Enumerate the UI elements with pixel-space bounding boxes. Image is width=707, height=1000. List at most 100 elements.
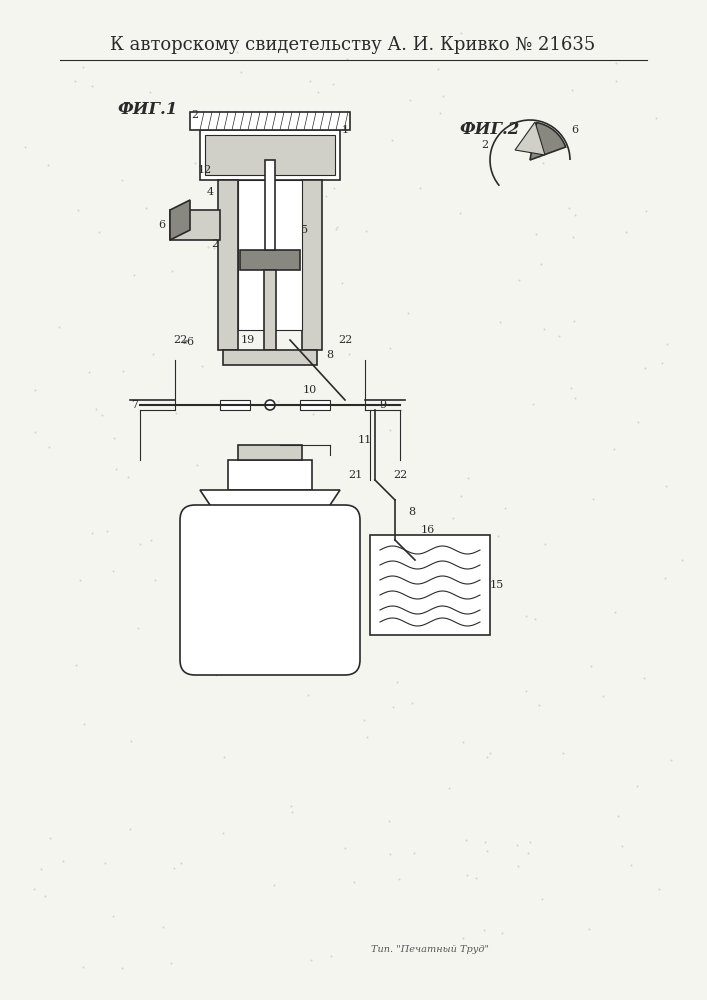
Point — [534, 149, 545, 165]
Point — [493, 528, 504, 544]
Point — [226, 652, 237, 668]
Point — [269, 877, 280, 893]
Point — [307, 39, 318, 55]
Point — [650, 110, 661, 126]
Point — [45, 830, 56, 846]
Bar — [238, 445, 302, 460]
Circle shape — [265, 400, 275, 410]
Point — [192, 457, 203, 473]
Point — [401, 619, 412, 635]
Text: 16: 16 — [421, 525, 435, 535]
Point — [435, 105, 446, 121]
Point — [407, 695, 418, 711]
Point — [514, 272, 525, 288]
Point — [458, 734, 469, 750]
Point — [625, 857, 636, 873]
Point — [448, 510, 459, 526]
Point — [662, 336, 673, 352]
Point — [196, 358, 207, 374]
Point — [530, 611, 541, 627]
Point — [262, 570, 273, 586]
Point — [661, 478, 672, 494]
Point — [433, 61, 444, 77]
Point — [358, 712, 369, 728]
Point — [384, 422, 395, 438]
Point — [610, 55, 621, 71]
Point — [209, 240, 220, 256]
Point — [583, 921, 595, 937]
Point — [568, 229, 579, 245]
Point — [315, 486, 326, 502]
Bar — [302, 180, 322, 350]
Point — [117, 363, 129, 379]
Point — [165, 955, 177, 971]
Point — [42, 157, 54, 173]
Point — [148, 346, 159, 362]
Point — [665, 752, 677, 768]
Point — [116, 172, 127, 188]
Text: 12: 12 — [198, 165, 212, 175]
Point — [235, 64, 247, 80]
Point — [537, 155, 549, 171]
Point — [101, 523, 112, 539]
Text: 7: 7 — [132, 400, 139, 410]
Point — [479, 922, 490, 938]
Bar — [205, 135, 335, 175]
Text: 22: 22 — [393, 470, 407, 480]
Point — [126, 733, 137, 749]
Point — [86, 78, 98, 94]
Point — [251, 503, 262, 519]
Bar — [200, 130, 340, 180]
Point — [74, 572, 86, 588]
Point — [527, 396, 538, 412]
Point — [303, 687, 314, 703]
Point — [216, 162, 227, 178]
Point — [175, 855, 187, 871]
Point — [134, 536, 145, 552]
Point — [170, 405, 182, 421]
Text: 10: 10 — [303, 385, 317, 395]
Point — [525, 834, 536, 850]
Bar — [170, 210, 220, 240]
Point — [551, 139, 563, 155]
Polygon shape — [515, 122, 545, 155]
Point — [384, 813, 395, 829]
Point — [44, 439, 55, 455]
Point — [349, 874, 360, 890]
Point — [96, 407, 107, 423]
Point — [534, 697, 545, 713]
Text: 15: 15 — [490, 580, 504, 590]
Point — [202, 239, 214, 255]
Point — [494, 314, 506, 330]
Text: 6: 6 — [187, 337, 194, 347]
Point — [513, 858, 524, 874]
Bar — [300, 400, 330, 410]
Point — [264, 283, 275, 299]
Point — [166, 263, 177, 279]
Point — [341, 51, 353, 67]
Point — [511, 837, 522, 853]
Point — [612, 808, 624, 824]
Point — [638, 670, 650, 686]
Point — [307, 406, 318, 422]
Point — [286, 798, 297, 814]
Bar — [370, 535, 490, 635]
Point — [520, 683, 531, 699]
Point — [620, 224, 631, 240]
Point — [539, 536, 551, 552]
Point — [225, 512, 236, 528]
Text: 4: 4 — [206, 187, 214, 197]
Text: 11: 11 — [358, 435, 372, 445]
Point — [306, 176, 317, 192]
Point — [35, 861, 46, 877]
Point — [310, 285, 322, 301]
Polygon shape — [200, 490, 340, 520]
Point — [456, 25, 467, 41]
Point — [218, 749, 230, 765]
FancyBboxPatch shape — [180, 505, 360, 675]
Text: 5: 5 — [301, 225, 308, 235]
Text: 6: 6 — [158, 220, 165, 230]
Point — [273, 393, 284, 409]
Point — [677, 552, 688, 568]
Point — [40, 888, 51, 904]
